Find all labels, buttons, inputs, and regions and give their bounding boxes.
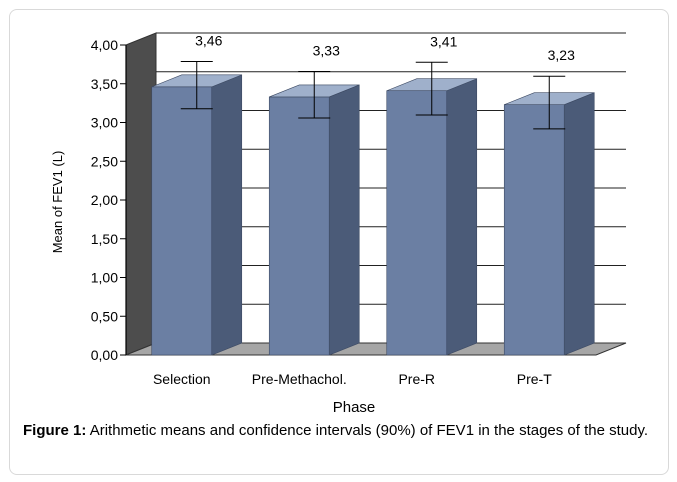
y-tick-label: 0,00 xyxy=(91,347,118,363)
bar-side xyxy=(328,84,360,356)
value-label: 3,33 xyxy=(313,43,340,59)
bar-selection xyxy=(151,60,243,356)
bar-side xyxy=(211,74,243,356)
bar-front xyxy=(503,104,565,356)
y-tick-label: 3,50 xyxy=(91,76,118,92)
y-tick-label: 4,00 xyxy=(91,37,118,53)
y-axis-label: Mean of FEV1 (L) xyxy=(50,151,65,254)
y-tick-label: 3,00 xyxy=(91,115,118,131)
value-label: 3,41 xyxy=(430,33,457,49)
y-tick-label: 0,50 xyxy=(91,308,118,324)
bar-pre-r xyxy=(386,61,478,356)
y-tick-label: 2,00 xyxy=(91,192,118,208)
caption-text: Arithmetic means and confidence interval… xyxy=(89,422,649,439)
bar-front xyxy=(268,96,330,356)
x-axis-label: Phase xyxy=(333,399,376,416)
y-tick-label: 2,50 xyxy=(91,153,118,169)
fev1-bar-chart: 0,00 0,50 1,00 1,50 2,00 2,50 3,00 3,50 4,00 3,46… xyxy=(50,32,627,416)
value-label: 3,23 xyxy=(548,47,575,63)
bar-side xyxy=(446,78,478,356)
bar-side xyxy=(563,92,595,356)
y-tick-label: 1,50 xyxy=(91,231,118,247)
bar-front xyxy=(386,90,448,356)
category-label: Pre-R xyxy=(398,371,435,387)
figure-caption: Figure 1: Arithmetic means and confidenc… xyxy=(23,420,653,441)
category-label: Pre-T xyxy=(517,371,552,387)
bar-pre-methachol- xyxy=(268,71,360,356)
y-tick-label: 1,00 xyxy=(91,270,118,286)
caption-label: Figure 1: xyxy=(23,422,87,439)
category-label: Pre-Methachol. xyxy=(252,371,347,387)
category-label: Selection xyxy=(153,371,211,387)
value-label: 3,46 xyxy=(195,32,222,48)
bar-pre-t xyxy=(503,75,595,356)
bar-front xyxy=(151,86,213,356)
